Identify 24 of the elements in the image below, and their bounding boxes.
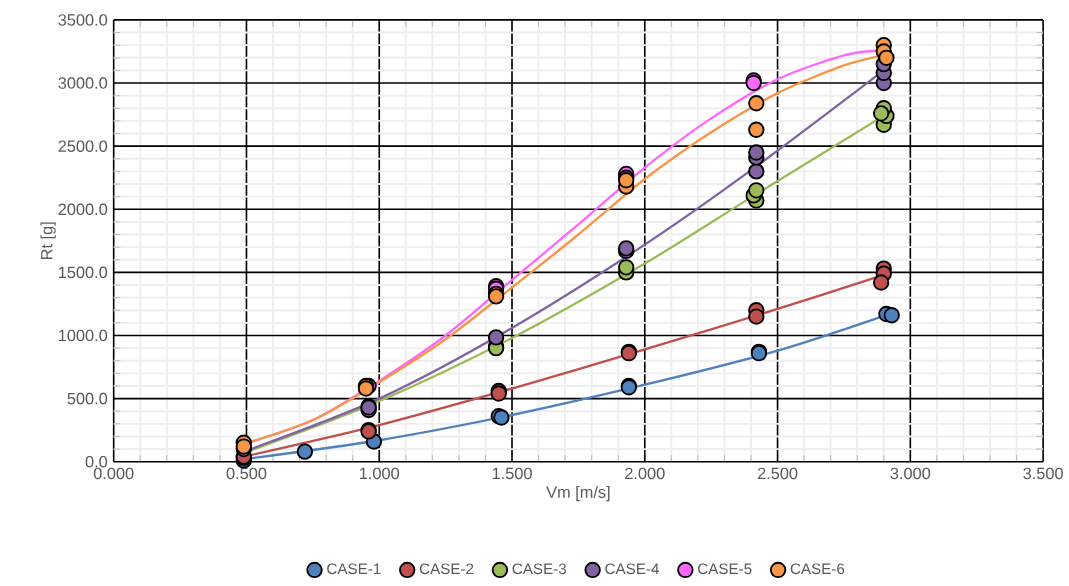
legend-label: CASE-4: [605, 563, 659, 575]
y-tick-label: 1000.0: [58, 329, 108, 342]
x-tick-label: 3.000: [890, 467, 931, 480]
y-tick-label: 2000.0: [58, 203, 108, 216]
x-tick-label: 0.000: [93, 467, 134, 480]
x-tick-label: 2.500: [757, 467, 798, 480]
x-tick-label: 0.500: [226, 467, 267, 480]
y-tick-label: 3500.0: [58, 14, 108, 26]
legend-label: CASE-5: [698, 563, 752, 575]
x-tick-label: 1.000: [360, 467, 400, 480]
x-axis-title: Vm [m/s]: [546, 486, 610, 502]
legend-label: CASE-6: [790, 563, 845, 575]
legend-label: CASE-1: [327, 563, 381, 575]
x-tick-label: 3.500: [1023, 467, 1063, 480]
y-tick-label: 1500.0: [58, 266, 108, 279]
x-tick-label: 1.500: [492, 467, 532, 480]
legend-label: CASE-3: [512, 563, 567, 575]
x-tick-label: 2.000: [625, 467, 665, 480]
y-tick-label: 3000.0: [58, 77, 108, 89]
y-tick-label: 2500.0: [58, 140, 108, 153]
legend-label: CASE-2: [419, 563, 474, 575]
y-tick-label: 0.0: [85, 456, 108, 468]
y-tick-label: 500.0: [67, 392, 108, 405]
y-axis-title: Rt [g]: [40, 222, 56, 260]
